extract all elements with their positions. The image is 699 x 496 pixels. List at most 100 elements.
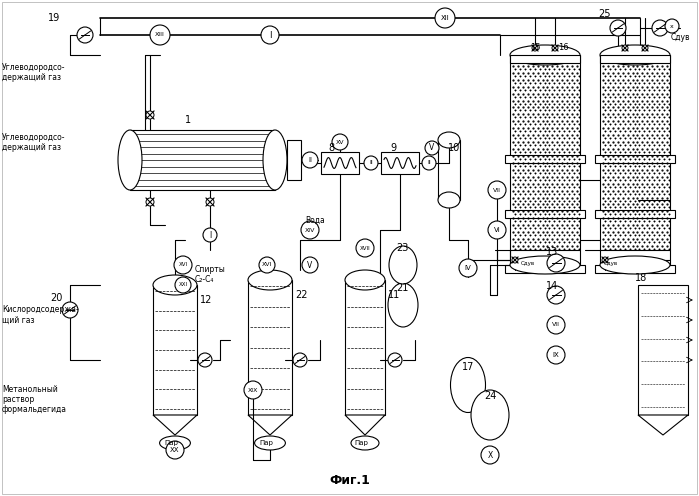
Circle shape <box>203 228 217 242</box>
Text: Сдув: Сдув <box>604 261 618 266</box>
Text: 24: 24 <box>484 391 496 401</box>
Circle shape <box>552 45 558 51</box>
Text: Сдув: Сдув <box>521 261 535 266</box>
Circle shape <box>77 27 93 43</box>
Text: держащий газ: держащий газ <box>2 143 61 152</box>
Text: С₂-С₄: С₂-С₄ <box>195 275 215 285</box>
Bar <box>321 152 359 174</box>
Circle shape <box>301 221 319 239</box>
Bar <box>595 265 675 273</box>
Text: 9: 9 <box>390 143 396 153</box>
Circle shape <box>547 316 565 334</box>
Text: формальдегида: формальдегида <box>2 406 67 415</box>
Text: 11: 11 <box>388 290 401 300</box>
Text: 19: 19 <box>48 13 60 23</box>
Circle shape <box>198 353 212 367</box>
Text: 8: 8 <box>328 143 334 153</box>
Text: II: II <box>369 161 373 166</box>
Ellipse shape <box>438 192 460 208</box>
Text: Спирты: Спирты <box>195 265 226 274</box>
Circle shape <box>532 45 538 51</box>
Text: IX: IX <box>553 352 559 358</box>
Bar <box>595 155 675 163</box>
Circle shape <box>261 26 279 44</box>
Text: II: II <box>308 157 312 163</box>
Circle shape <box>174 256 192 274</box>
Text: 22: 22 <box>295 290 308 300</box>
Text: 10: 10 <box>448 143 460 153</box>
Ellipse shape <box>118 130 142 190</box>
Text: держащий газ: держащий газ <box>2 73 61 82</box>
Circle shape <box>259 257 275 273</box>
Polygon shape <box>248 415 292 435</box>
Text: Углеводородсо-: Углеводородсо- <box>2 63 66 72</box>
Text: Пар: Пар <box>164 440 178 446</box>
Text: 25: 25 <box>598 9 610 19</box>
Text: IV: IV <box>465 265 471 271</box>
Text: XV: XV <box>336 139 344 144</box>
Text: VI: VI <box>493 227 500 233</box>
Bar <box>130 130 275 190</box>
Ellipse shape <box>438 132 460 148</box>
Circle shape <box>665 19 679 33</box>
Circle shape <box>547 254 565 272</box>
Text: 14: 14 <box>546 281 559 291</box>
Text: Фиг.1: Фиг.1 <box>329 475 370 488</box>
Bar <box>438 140 460 200</box>
Bar <box>505 155 585 163</box>
Circle shape <box>488 181 506 199</box>
Bar <box>595 210 675 218</box>
Ellipse shape <box>248 270 292 290</box>
Text: XII: XII <box>440 15 449 21</box>
Circle shape <box>547 286 565 304</box>
Text: 15: 15 <box>530 43 540 52</box>
Text: XIX: XIX <box>248 387 258 392</box>
Circle shape <box>435 8 455 28</box>
Ellipse shape <box>351 436 379 450</box>
Ellipse shape <box>388 283 418 327</box>
Text: V: V <box>308 260 312 269</box>
Circle shape <box>488 221 506 239</box>
Ellipse shape <box>510 45 580 65</box>
Polygon shape <box>345 415 385 435</box>
Bar <box>381 152 419 174</box>
Text: Метанольный: Метанольный <box>2 385 58 394</box>
Text: щий газ: щий газ <box>2 315 34 324</box>
Text: VII: VII <box>552 322 560 327</box>
Text: 18: 18 <box>635 273 647 283</box>
Ellipse shape <box>600 45 670 65</box>
Text: Пар: Пар <box>354 440 368 446</box>
Text: x: x <box>670 23 674 28</box>
Circle shape <box>146 111 154 119</box>
Ellipse shape <box>263 130 287 190</box>
Bar <box>600 250 670 265</box>
Circle shape <box>332 134 348 150</box>
Ellipse shape <box>471 390 509 440</box>
Circle shape <box>610 20 626 36</box>
Circle shape <box>459 259 477 277</box>
Polygon shape <box>638 415 688 435</box>
Circle shape <box>547 346 565 364</box>
Circle shape <box>652 20 668 36</box>
Circle shape <box>388 353 402 367</box>
Bar <box>600 55 670 250</box>
Text: 17: 17 <box>462 362 475 372</box>
Ellipse shape <box>159 436 190 450</box>
Text: VII: VII <box>493 187 501 192</box>
Circle shape <box>175 277 191 293</box>
Circle shape <box>425 141 439 155</box>
Text: XIII: XIII <box>155 33 165 38</box>
Circle shape <box>293 353 307 367</box>
Text: раствор: раствор <box>2 395 34 405</box>
Bar <box>510 55 580 250</box>
Text: XVII: XVII <box>359 246 370 250</box>
Circle shape <box>642 45 648 51</box>
Circle shape <box>62 302 78 318</box>
Circle shape <box>622 45 628 51</box>
Circle shape <box>150 25 170 45</box>
Ellipse shape <box>153 275 197 295</box>
Polygon shape <box>153 415 197 435</box>
Circle shape <box>602 257 608 263</box>
Ellipse shape <box>345 270 385 290</box>
Text: Сдув: Сдув <box>671 34 691 43</box>
